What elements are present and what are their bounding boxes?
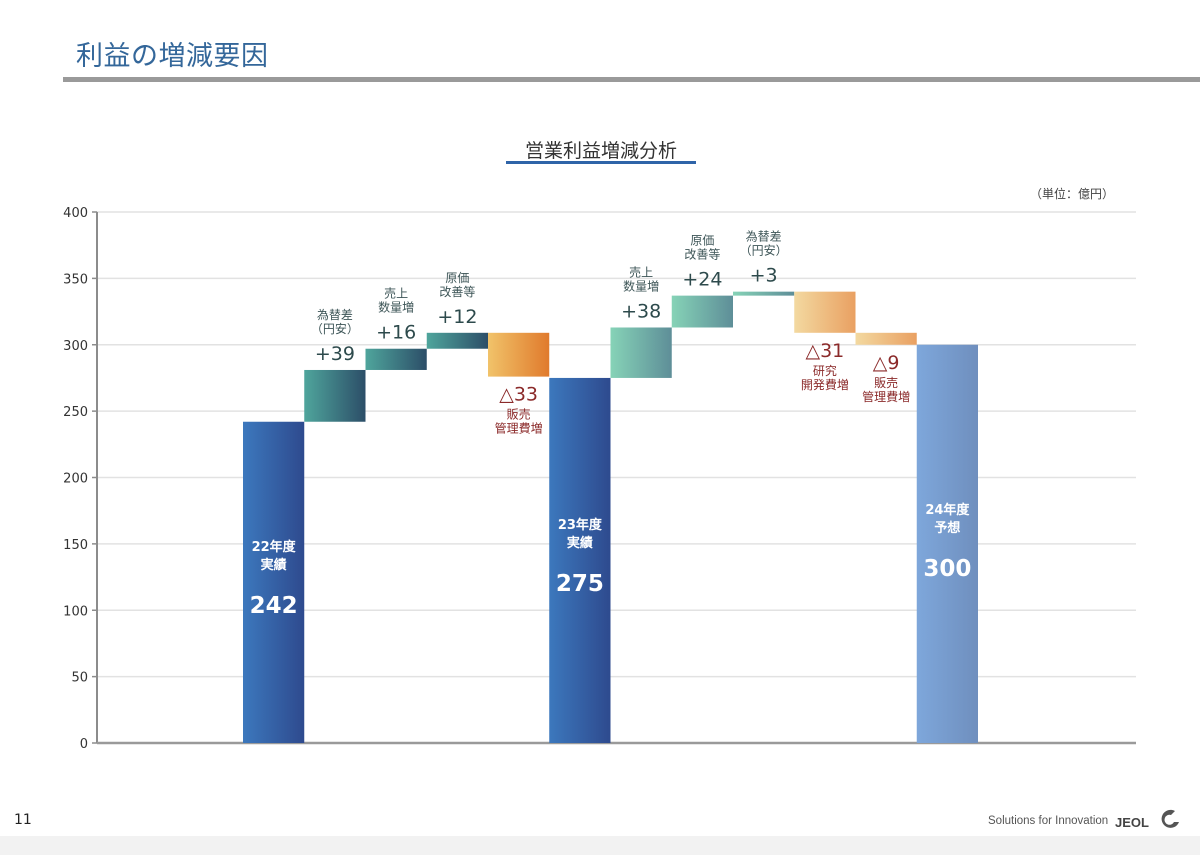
bar-total bbox=[243, 421, 305, 743]
bar-value-label: +39 bbox=[315, 343, 355, 365]
title-divider bbox=[63, 77, 1200, 82]
bar-category-label: 為替差 bbox=[317, 308, 353, 322]
bar-category-label: 販売 bbox=[874, 375, 898, 390]
y-tick-label: 300 bbox=[63, 339, 88, 354]
chart-title: 営業利益増減分析 bbox=[524, 140, 677, 162]
bar-category-sublabel: 管理費増 bbox=[862, 389, 910, 404]
y-tick-label: 350 bbox=[63, 272, 88, 287]
unit-label: （単位：億円） bbox=[1030, 187, 1115, 201]
y-tick-label: 0 bbox=[80, 737, 88, 752]
bar-value-label: △33 bbox=[499, 384, 538, 406]
bar-increase bbox=[304, 369, 366, 422]
bar-value-label: △31 bbox=[805, 340, 844, 362]
bar-category-sublabel: 数量増 bbox=[378, 300, 414, 315]
bar-category-label: 売上 bbox=[629, 264, 653, 279]
bar-category-sublabel: 管理費増 bbox=[495, 421, 543, 436]
bar-category-sublabel: 実績 bbox=[567, 535, 593, 551]
bar-value-label: 242 bbox=[250, 593, 298, 619]
y-tick-label: 250 bbox=[63, 405, 88, 420]
bar-category-sublabel: （円安） bbox=[311, 321, 359, 336]
bar-category-label: 研究 bbox=[813, 363, 837, 378]
bar-category-label: 原価 bbox=[690, 234, 714, 248]
y-tick-label: 100 bbox=[63, 604, 88, 619]
bar-increase bbox=[426, 332, 488, 349]
bar-value-label: △9 bbox=[873, 352, 900, 374]
bar-category-label: 22年度 bbox=[252, 539, 297, 555]
footer-tagline: Solutions for Innovation bbox=[988, 815, 1109, 827]
bar-category-label: 為替差 bbox=[746, 230, 782, 244]
chart-title-underline bbox=[506, 161, 696, 164]
footer-band bbox=[0, 836, 1200, 855]
bar-value-label: +3 bbox=[750, 265, 778, 287]
bar-total bbox=[549, 377, 611, 743]
page-number: 11 bbox=[14, 812, 32, 828]
bar-forecast bbox=[916, 344, 978, 743]
bar-category-sublabel: 改善等 bbox=[684, 247, 720, 262]
bar-category-label: 原価 bbox=[445, 271, 469, 285]
bar-category-sublabel: 予想 bbox=[934, 520, 960, 536]
y-tick-label: 200 bbox=[63, 472, 88, 487]
bar-value-label: +24 bbox=[682, 269, 722, 291]
bar-category-sublabel: 数量増 bbox=[623, 278, 659, 293]
bar-category-label: 24年度 bbox=[925, 502, 970, 518]
bar-category-label: 23年度 bbox=[558, 517, 603, 533]
bar-value-label: +16 bbox=[376, 322, 416, 344]
y-tick-label: 50 bbox=[71, 671, 88, 686]
bar-decrease bbox=[855, 332, 917, 345]
y-tick-label: 150 bbox=[63, 538, 88, 553]
bar-increase bbox=[365, 348, 427, 370]
bar-category-sublabel: 改善等 bbox=[439, 284, 475, 299]
bar-category-sublabel: （円安） bbox=[740, 243, 788, 258]
bar-category-label: 販売 bbox=[507, 407, 531, 422]
bars bbox=[243, 291, 978, 743]
bar-increase bbox=[671, 295, 733, 328]
bar-value-label: +12 bbox=[437, 306, 477, 328]
bar-category-sublabel: 実績 bbox=[261, 557, 287, 573]
bar-value-label: 300 bbox=[923, 556, 971, 582]
bar-value-label: 275 bbox=[556, 571, 604, 597]
logo-text: JEOL bbox=[1115, 815, 1149, 830]
page-title: 利益の増減要因 bbox=[76, 41, 269, 72]
logo-swirl-icon bbox=[1161, 809, 1179, 828]
bar-category-sublabel: 開発費増 bbox=[801, 377, 849, 392]
bar-increase bbox=[610, 327, 672, 378]
bar-decrease bbox=[488, 332, 550, 377]
bar-decrease bbox=[794, 291, 856, 333]
bar-category-label: 売上 bbox=[384, 286, 408, 301]
y-tick-label: 400 bbox=[63, 206, 88, 221]
bar-increase bbox=[733, 291, 795, 296]
jeol-logo: JEOL bbox=[1115, 809, 1179, 830]
bar-value-label: +38 bbox=[621, 300, 661, 322]
